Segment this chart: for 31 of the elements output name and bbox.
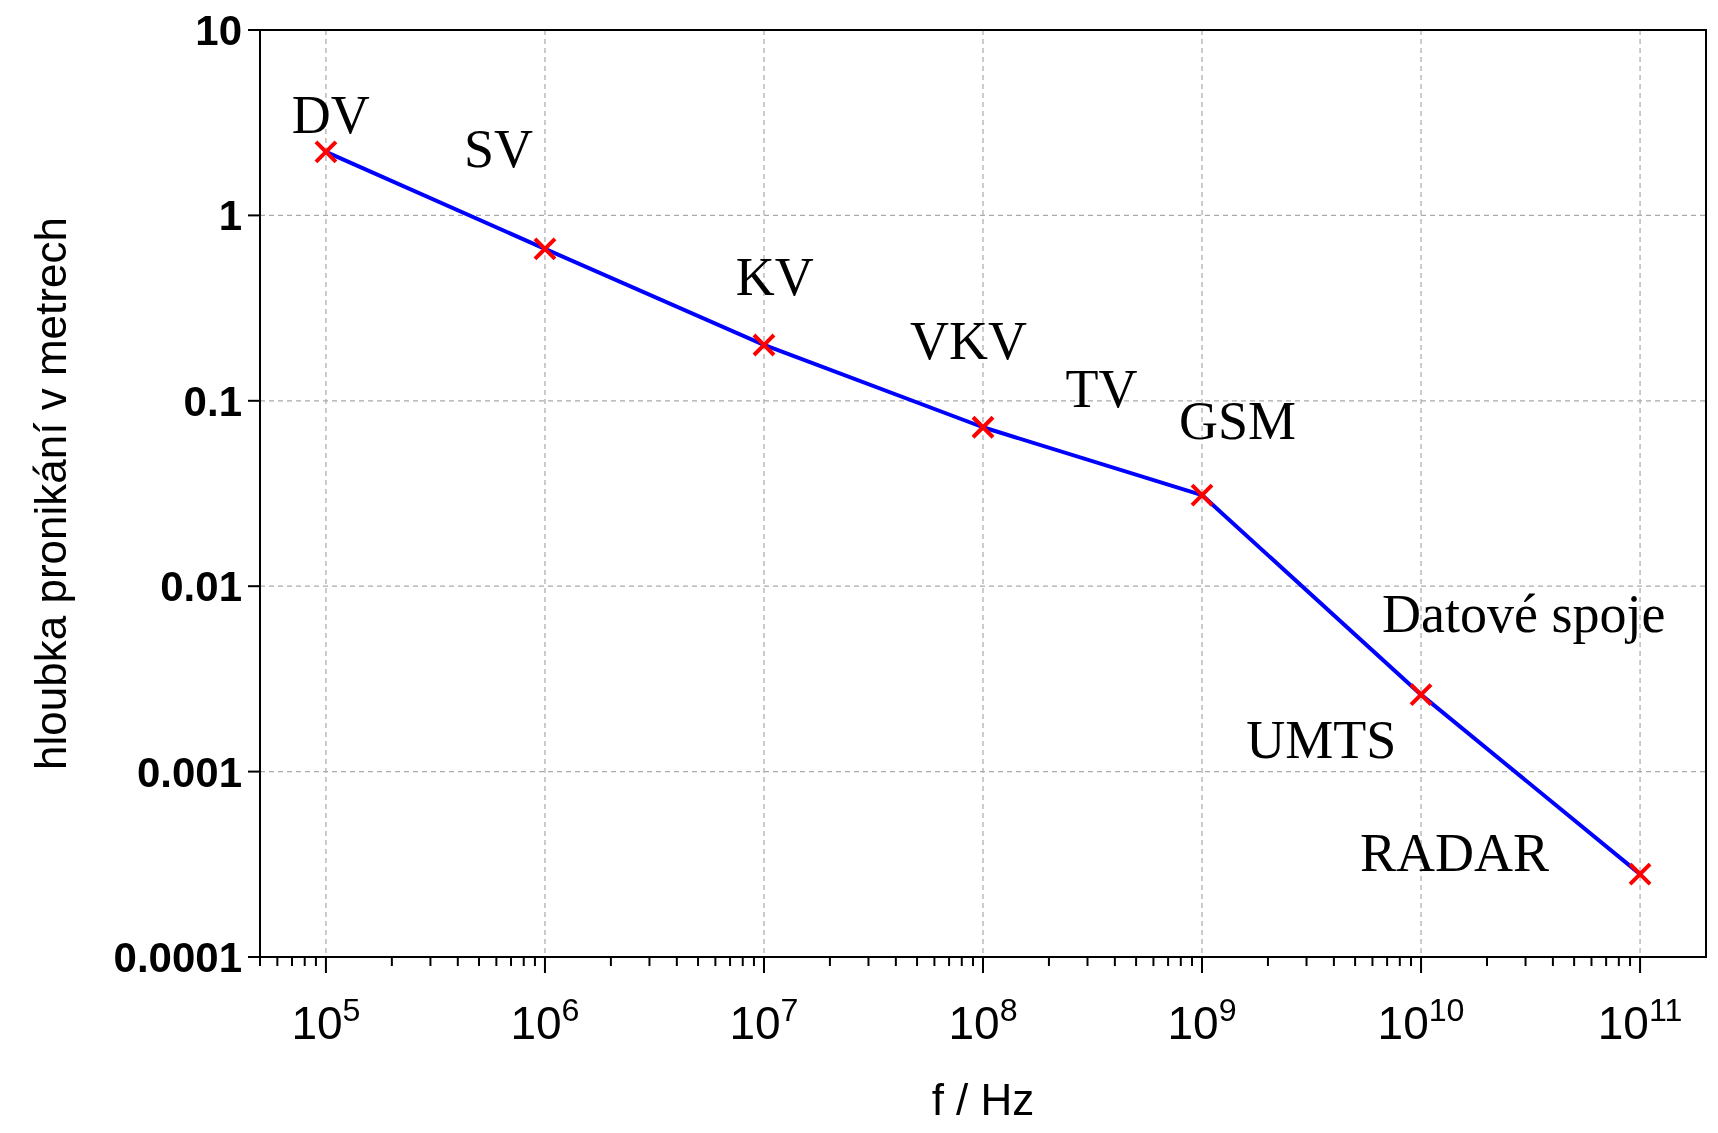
point — [313, 139, 338, 164]
annotation: TV — [1065, 358, 1138, 419]
point — [1628, 862, 1653, 887]
annotation: UMTS — [1246, 710, 1397, 771]
y-tick-label: 10 — [195, 7, 242, 54]
point — [971, 415, 995, 440]
annotation: DV — [291, 85, 370, 146]
x-tick-label: 10$^{6}$ — [510, 992, 580, 1049]
annotation: Datové spoje — [1382, 584, 1666, 645]
x-tick-label: 10$^{5}$ — [291, 992, 361, 1049]
point — [1409, 682, 1434, 707]
point — [532, 236, 557, 261]
annotation: KV — [735, 246, 814, 307]
annotation: GSM — [1178, 391, 1297, 452]
x-tick-label: 10$^{7}$ — [729, 992, 799, 1049]
y-tick-label: 0.1 — [183, 377, 242, 425]
y-tick-label: 0.01 — [160, 563, 242, 611]
point — [1190, 483, 1215, 508]
x-tick-label: 10$^{8}$ — [948, 992, 1018, 1049]
y-tick-label: 1 — [218, 192, 242, 240]
x-tick-label: 10$^{10}$ — [1377, 992, 1465, 1049]
y-tick-label: 0.0001 — [113, 934, 242, 981]
annotation: VKV — [910, 310, 1028, 371]
x-tick-label: 10$^{11}$ — [1597, 992, 1683, 1049]
point — [751, 332, 776, 357]
y-axis-title: hloubka pronikání v metrech — [26, 217, 75, 770]
annotation: SV — [464, 118, 534, 179]
annotation: RADAR — [1359, 823, 1549, 884]
x-tick-label: 10$^{9}$ — [1167, 992, 1237, 1049]
y-tick-label: 0.001 — [136, 748, 242, 796]
x-axis-title: f / Hz — [931, 1075, 1035, 1124]
